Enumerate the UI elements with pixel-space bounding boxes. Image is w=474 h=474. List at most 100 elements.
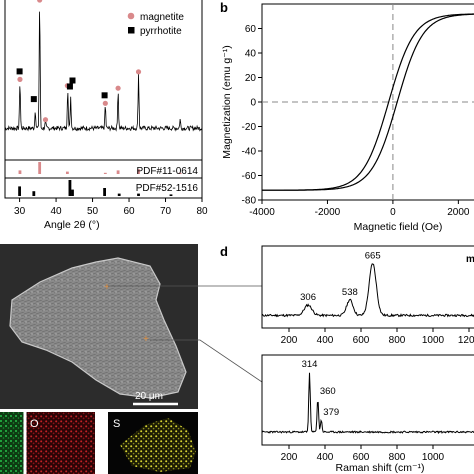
reference-line [65,171,69,174]
reference-line [117,193,121,196]
legend-pyrrhotite-marker [128,27,135,34]
raman-peak-label: 665 [365,250,381,261]
magnetite-peak-marker [42,117,49,123]
raman-lower-x-ticks: 200 400 600 800 1000 [281,445,445,463]
hysteresis-panel: b -4000 -2000 0 2000 -80 -60 -40 -20 0 20 40 60 Mag… [220,0,474,233]
reference-line [169,194,173,196]
sem-point-1-marker: + [104,282,110,293]
pdf-magnetite-lines [18,162,182,174]
reference-line [103,188,106,196]
x-tick-label: 600 [353,452,370,463]
eds-label-o: O [30,418,39,430]
x-tick-label: 40 [51,206,63,217]
reference-line [38,162,42,174]
magnetite-peak-marker [115,85,121,91]
x-tick-label: 50 [87,206,99,217]
magnetite-peak-marker [102,100,108,106]
x-tick-label: -4000 [249,207,275,218]
reference-line [137,193,140,196]
y-tick-label: -40 [242,147,257,158]
pdf-pyrrhotite-label: PDF#52-1516 [136,183,199,194]
eds-map-o [25,412,95,474]
raman-lower-peak-labels: 314 360 379 [302,359,340,418]
panel-label-d: d [220,244,228,259]
raman-peak-label: 314 [302,359,318,370]
reference-line [103,172,107,174]
x-tick-label: 800 [389,452,406,463]
x-tick-label: 1200 [458,335,474,346]
raman-panel: d 306 538 665 m 200 400 600 800 1000 1200 314 36… [220,244,474,474]
legend-magnetite-marker [127,12,135,20]
raman-upper-peak-labels: 306 538 665 [300,250,380,303]
xrd-panel: magnetite pyrrhotite PDF#11-0614 PDF#52-… [4,0,208,231]
x-tick-label: 0 [390,207,396,218]
reference-line [68,180,72,196]
raman-peak-label: 306 [300,292,316,303]
raman-lower-spectrum [261,372,474,435]
pdf-pyrrhotite-frame [4,177,203,199]
xrd-peak-markers [16,0,142,123]
reference-line [178,172,182,174]
connector-lower [150,339,263,383]
hysteresis-y-axis-title: Magnetization (emu g⁻¹) [221,45,233,159]
scale-bar-label: 20 μm [135,391,163,402]
y-tick-label: 20 [245,73,257,84]
y-tick-label: 40 [245,49,257,60]
x-tick-label: 800 [389,335,406,346]
y-tick-label: 60 [245,24,257,35]
y-tick-label: -60 [242,171,257,182]
x-tick-label: 60 [123,206,135,217]
pyrrhotite-peak-marker [66,83,73,90]
pyrrhotite-peak-marker [16,68,23,75]
sem-panel: + + 20 μm O S [0,244,198,474]
raman-upper-frame [261,245,474,329]
raman-peak-label: 379 [323,407,339,418]
magnetite-peak-marker [17,76,23,82]
raman-upper-x-ticks: 200 400 600 800 1000 1200 [281,328,474,346]
x-tick-label: 1000 [422,335,445,346]
raman-peak-label: 360 [320,386,336,397]
x-tick-label: 70 [160,206,172,217]
eds-label-s: S [113,418,120,430]
xrd-pattern-line [4,11,203,132]
pdf-pyrrhotite-lines [18,180,173,196]
raman-lower-frame [261,354,474,446]
x-tick-label: 1000 [422,452,445,463]
x-tick-label: 80 [196,206,208,217]
raman-x-axis-title: Raman shift (cm⁻¹) [336,462,425,474]
raman-peak-label: 538 [342,287,358,298]
x-tick-label: 400 [317,335,334,346]
eds-map-s-signal [120,418,196,472]
x-tick-label: 200 [281,335,298,346]
pyrrhotite-peak-marker [69,77,76,84]
y-tick-label: -80 [242,196,257,207]
legend-magnetite-label: magnetite [140,12,184,23]
pdf-magnetite-label: PDF#11-0614 [136,166,198,177]
x-tick-label: 600 [353,335,370,346]
sem-point-2-marker: + [143,334,149,345]
x-tick-label: 2000 [447,207,470,218]
hysteresis-x-axis-title: Magnetic field (Oe) [354,221,443,233]
pyrrhotite-peak-marker [101,92,108,99]
pyrrhotite-peak-marker [30,96,37,103]
xrd-x-axis-title: Angle 2θ (°) [44,219,100,231]
reference-line [137,169,140,174]
reference-line [18,186,21,196]
magnetite-peak-marker [135,69,142,75]
y-tick-label: 0 [250,98,256,109]
reference-line [18,170,22,174]
raman-upper-spectrum [261,263,474,318]
x-tick-label: 200 [281,452,298,463]
reference-line [116,170,120,174]
reference-line [32,191,36,196]
hysteresis-axis-ticks: -4000 -2000 0 2000 -80 -60 -40 -20 0 20 40 60 [242,24,470,218]
raman-upper-corner-letter: m [466,254,474,265]
sem-particle [9,257,187,399]
reference-line [71,189,74,196]
xrd-x-ticks: 30 40 50 60 70 80 [14,198,208,217]
x-tick-label: -2000 [315,207,341,218]
hysteresis-descending-branch [262,13,474,191]
x-tick-label: 400 [317,452,334,463]
panel-label-b: b [220,0,228,15]
